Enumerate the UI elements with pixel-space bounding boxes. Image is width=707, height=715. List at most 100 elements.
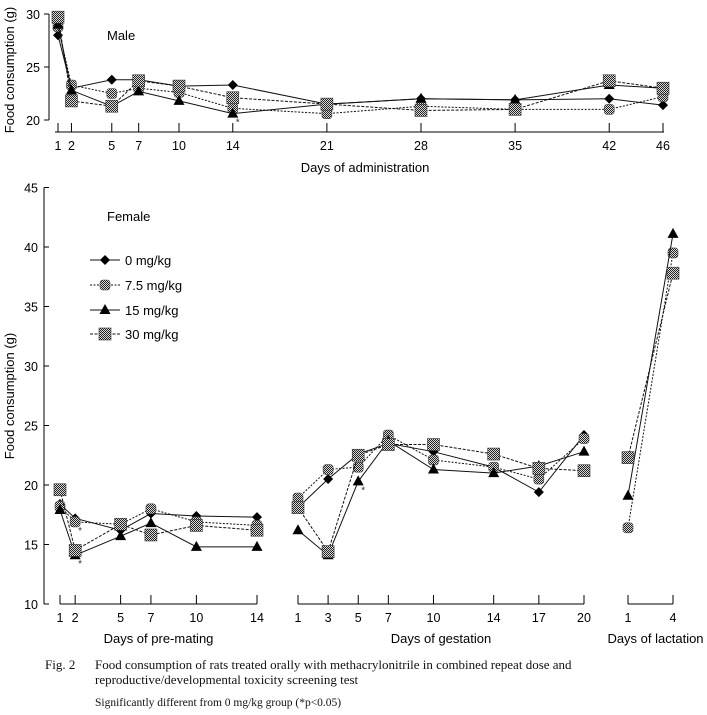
data-point-dose-30 xyxy=(577,464,591,478)
data-point-dose-30 xyxy=(114,517,127,531)
data-point-dose-15 xyxy=(667,227,679,238)
y-tick-label: 40 xyxy=(24,241,38,255)
series-dose-7-5-lactation xyxy=(622,247,679,534)
data-point-dose-30 xyxy=(414,104,428,117)
data-point-dose-15 xyxy=(415,92,427,103)
data-point-dose-7-5 xyxy=(622,522,634,534)
significance-note: Significantly different from 0 mg/kg gro… xyxy=(95,697,342,709)
data-point-dose-30 xyxy=(508,103,522,116)
data-point-dose-15 xyxy=(292,524,304,535)
data-point-dose-30 xyxy=(132,74,145,88)
x-tick-label: 17 xyxy=(532,611,546,625)
figure-number: Fig. 2 xyxy=(45,657,76,672)
data-point-dose-30 xyxy=(105,99,119,113)
y-tick-label: 35 xyxy=(24,301,38,315)
x-tick-label: 14 xyxy=(250,611,264,625)
data-point-dose-30 xyxy=(250,523,264,537)
x-tick-label: 1 xyxy=(295,611,302,625)
caption-text: Food consumption of rats treated orally … xyxy=(95,657,572,687)
legend-label: 7.5 mg/kg xyxy=(125,278,182,293)
x-tick-label: 5 xyxy=(108,139,115,153)
x-tick-label: 1 xyxy=(55,139,62,153)
x-tick-label: 2 xyxy=(72,611,79,625)
series-dose-30 xyxy=(51,10,670,117)
segment-lactation: 1 4 Days of lactation xyxy=(607,227,704,646)
data-point-dose-30 xyxy=(53,483,67,497)
x-tick-label: 1 xyxy=(625,611,632,625)
figure-caption: Fig. 2 Food consumption of rats treated … xyxy=(45,657,705,711)
data-point-dose-0 xyxy=(227,80,238,91)
series-line-dose-30 xyxy=(59,489,258,552)
x-axis-title-pre-mating: Days of pre-mating xyxy=(104,631,214,646)
data-point-dose-7-5 xyxy=(106,88,118,99)
x-tick-label: 28 xyxy=(414,139,428,153)
legend-marker-dose-7-5 xyxy=(99,279,111,291)
legend-label: 15 mg/kg xyxy=(125,303,178,318)
series-dose-7-5-pre-mating xyxy=(54,501,263,531)
y-tick-label: 20 xyxy=(26,114,40,128)
male-x-axis-title: Days of administration xyxy=(301,160,430,175)
y-tick-label: 20 xyxy=(24,479,38,493)
series-dose-0 xyxy=(53,30,668,111)
data-point-dose-30 xyxy=(666,266,680,280)
series-dose-15-pre-mating xyxy=(54,503,263,560)
data-point-dose-15 xyxy=(173,94,185,105)
x-tick-label: 35 xyxy=(508,139,522,153)
data-point-dose-30 xyxy=(291,501,305,514)
x-tick-label: 14 xyxy=(487,611,501,625)
y-tick-label: 10 xyxy=(24,598,38,612)
series-dose-30-gestation xyxy=(291,438,591,558)
segment-pre-mating: 1 2 5 7 10 14 Days of pre-mating * * xyxy=(53,483,264,646)
y-tick-label: 30 xyxy=(26,8,40,22)
data-point-dose-30 xyxy=(65,94,78,108)
data-point-dose-30 xyxy=(190,519,203,532)
series-line-dose-30 xyxy=(627,273,674,458)
series-line-dose-30 xyxy=(57,17,664,111)
x-tick-label: 2 xyxy=(68,139,75,153)
segment-gestation: 1 3 5 7 10 14 17 20 Days of gestation * xyxy=(291,429,591,646)
series-dose-7-5 xyxy=(52,21,669,119)
x-tick-label: 10 xyxy=(172,139,186,153)
x-tick-label: 14 xyxy=(226,139,240,153)
x-tick-label: 7 xyxy=(385,611,392,625)
data-point-dose-15 xyxy=(427,463,439,474)
series-line-dose-15 xyxy=(297,440,585,557)
legend-item-dose-7-5: 7.5 mg/kg xyxy=(90,278,182,293)
data-point-dose-0 xyxy=(106,74,117,85)
y-tick-label: 30 xyxy=(24,360,38,374)
x-tick-label: 5 xyxy=(117,611,124,625)
data-point-dose-7-5 xyxy=(69,516,81,528)
data-point-dose-15 xyxy=(52,18,64,29)
data-point-dose-7-5 xyxy=(322,464,334,475)
x-tick-label: 3 xyxy=(325,611,332,625)
significance-marker: * xyxy=(78,559,82,570)
series-dose-30-lactation xyxy=(621,266,680,464)
x-tick-label: 4 xyxy=(670,611,677,625)
series-line-dose-15 xyxy=(57,24,664,115)
series-line-dose-0 xyxy=(57,35,664,106)
series-line-dose-7-5 xyxy=(57,26,664,115)
data-point-dose-7-5 xyxy=(533,473,545,485)
y-tick-label: 25 xyxy=(26,61,40,75)
data-point-dose-30 xyxy=(621,451,635,464)
data-point-dose-15 xyxy=(190,540,202,551)
data-point-dose-15 xyxy=(622,489,634,500)
x-tick-label: 42 xyxy=(602,139,616,153)
data-point-dose-30 xyxy=(226,91,240,105)
x-tick-label: 1 xyxy=(57,611,64,625)
x-tick-label: 10 xyxy=(189,611,203,625)
series-line-dose-7-5 xyxy=(59,506,258,526)
legend: 0 mg/kg 7.5 mg/kg 15 mg/kg 30 mg/kg xyxy=(90,253,182,342)
data-point-dose-15 xyxy=(115,530,127,541)
data-point-dose-7-5 xyxy=(603,104,615,115)
data-point-dose-15 xyxy=(509,93,521,104)
data-point-dose-0 xyxy=(252,512,262,523)
x-tick-label: 21 xyxy=(320,139,334,153)
x-tick-label: 7 xyxy=(147,611,154,625)
data-point-dose-15 xyxy=(352,475,364,486)
data-point-dose-15 xyxy=(145,517,157,528)
data-point-dose-30 xyxy=(487,447,500,461)
legend-item-dose-15: 15 mg/kg xyxy=(90,303,178,318)
series-line-dose-0 xyxy=(59,503,258,531)
data-point-dose-15 xyxy=(488,467,500,478)
